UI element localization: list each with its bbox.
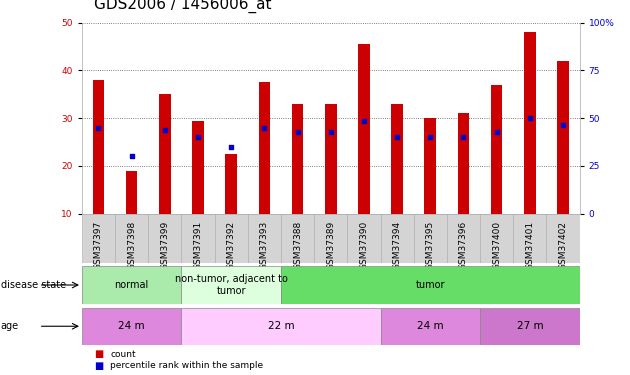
Point bbox=[193, 134, 203, 140]
Bar bbox=[292, 104, 304, 214]
Text: GSM37402: GSM37402 bbox=[559, 221, 568, 270]
Bar bbox=[557, 61, 569, 214]
Text: GSM37388: GSM37388 bbox=[293, 221, 302, 270]
Point bbox=[292, 129, 302, 135]
Text: GSM37398: GSM37398 bbox=[127, 221, 136, 270]
Bar bbox=[391, 104, 403, 214]
Bar bbox=[381, 214, 414, 262]
Bar bbox=[480, 308, 580, 345]
Bar bbox=[192, 120, 204, 214]
Text: percentile rank within the sample: percentile rank within the sample bbox=[110, 361, 263, 370]
Bar bbox=[93, 80, 105, 214]
Bar bbox=[148, 214, 181, 262]
Bar bbox=[226, 154, 237, 214]
Point bbox=[525, 115, 535, 121]
Point bbox=[326, 129, 336, 135]
Bar bbox=[181, 308, 381, 345]
Bar bbox=[281, 214, 314, 262]
Text: GSM37397: GSM37397 bbox=[94, 221, 103, 270]
Bar bbox=[414, 214, 447, 262]
Point bbox=[260, 124, 270, 131]
Text: 22 m: 22 m bbox=[268, 321, 294, 331]
Text: GSM37394: GSM37394 bbox=[392, 221, 401, 270]
Bar bbox=[480, 214, 513, 262]
Text: 24 m: 24 m bbox=[118, 321, 145, 331]
Text: tumor: tumor bbox=[416, 280, 445, 290]
Text: ■: ■ bbox=[94, 350, 104, 359]
Text: GSM37390: GSM37390 bbox=[360, 221, 369, 270]
Bar bbox=[126, 171, 137, 214]
Text: GSM37401: GSM37401 bbox=[525, 221, 534, 270]
Bar bbox=[447, 214, 480, 262]
Text: age: age bbox=[1, 321, 19, 331]
Bar bbox=[215, 214, 248, 262]
Text: GSM37399: GSM37399 bbox=[161, 221, 169, 270]
Text: GSM37391: GSM37391 bbox=[193, 221, 202, 270]
Bar bbox=[358, 44, 370, 214]
Bar bbox=[181, 266, 281, 304]
Bar bbox=[281, 266, 580, 304]
Bar bbox=[325, 104, 336, 214]
Text: 24 m: 24 m bbox=[417, 321, 444, 331]
Bar bbox=[524, 32, 536, 214]
Point bbox=[93, 124, 103, 131]
Text: GDS2006 / 1456006_at: GDS2006 / 1456006_at bbox=[94, 0, 272, 13]
Text: disease state: disease state bbox=[1, 280, 66, 290]
Bar bbox=[115, 214, 148, 262]
Text: GSM37389: GSM37389 bbox=[326, 221, 335, 270]
Bar bbox=[82, 266, 181, 304]
Text: GSM37393: GSM37393 bbox=[260, 221, 269, 270]
Text: count: count bbox=[110, 350, 136, 359]
Bar bbox=[491, 85, 503, 214]
Bar bbox=[82, 214, 115, 262]
Point bbox=[425, 134, 435, 140]
Text: GSM37396: GSM37396 bbox=[459, 221, 468, 270]
Bar bbox=[347, 214, 381, 262]
Bar bbox=[82, 308, 181, 345]
Text: non-tumor, adjacent to
tumor: non-tumor, adjacent to tumor bbox=[175, 274, 288, 296]
Bar bbox=[258, 82, 270, 214]
Bar bbox=[381, 308, 480, 345]
Bar bbox=[314, 214, 347, 262]
Bar bbox=[425, 118, 436, 214]
Point bbox=[127, 153, 137, 159]
Text: GSM37400: GSM37400 bbox=[492, 221, 501, 270]
Bar bbox=[181, 214, 215, 262]
Point bbox=[459, 134, 469, 140]
Text: GSM37395: GSM37395 bbox=[426, 221, 435, 270]
Point bbox=[226, 144, 236, 150]
Bar bbox=[546, 214, 580, 262]
Point bbox=[392, 134, 402, 140]
Bar bbox=[159, 94, 171, 214]
Point bbox=[160, 127, 170, 133]
Point bbox=[558, 122, 568, 128]
Text: normal: normal bbox=[115, 280, 149, 290]
Bar bbox=[513, 214, 546, 262]
Point bbox=[491, 129, 501, 135]
Point bbox=[359, 117, 369, 123]
Bar bbox=[457, 113, 469, 214]
Text: GSM37392: GSM37392 bbox=[227, 221, 236, 270]
Text: ■: ■ bbox=[94, 361, 104, 370]
Bar bbox=[248, 214, 281, 262]
Text: 27 m: 27 m bbox=[517, 321, 543, 331]
